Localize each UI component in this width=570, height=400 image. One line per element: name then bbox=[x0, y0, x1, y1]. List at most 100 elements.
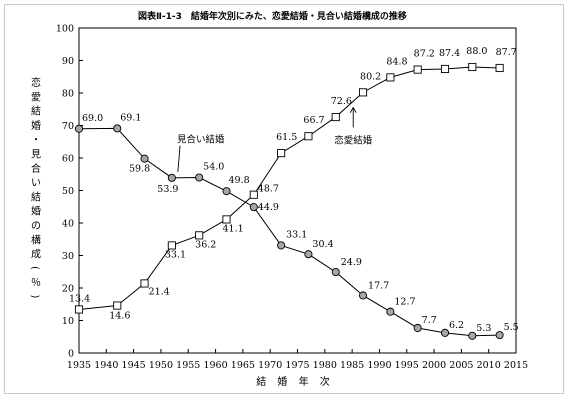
data-label: 88.0 bbox=[466, 46, 487, 57]
data-point-circle bbox=[74, 124, 84, 133]
y-axis-label-char: ・ bbox=[31, 135, 41, 146]
x-tick-label: 1975 bbox=[285, 360, 309, 371]
y-tick-label: 50 bbox=[62, 186, 74, 197]
data-point-circle bbox=[304, 250, 313, 259]
data-point-square bbox=[167, 241, 176, 250]
x-axis: 1935 1940 1945 1950 1955 1960 1965 1970 1975 1980… bbox=[67, 349, 528, 371]
y-tick-label: 30 bbox=[62, 251, 74, 262]
y-axis: 0 10 20 30 40 50 60 70 80 90 100 bbox=[56, 24, 83, 360]
data-point-circle bbox=[167, 173, 176, 182]
y-axis-label-char: 合 bbox=[31, 162, 41, 175]
data-point-square bbox=[304, 132, 313, 141]
data-point-circle bbox=[358, 291, 368, 300]
y-axis-label-char: い bbox=[31, 178, 41, 189]
data-point-square bbox=[468, 62, 477, 72]
series-line bbox=[78, 127, 500, 337]
data-point-square bbox=[222, 215, 231, 224]
x-tick-label: 1965 bbox=[231, 360, 255, 371]
data-label: 66.7 bbox=[303, 115, 324, 126]
series-omiai: 69.0 69.1 59.8 53.9 54.0 49.8 44.9 33.1 30.4 24.9… bbox=[74, 112, 519, 340]
data-label: 7.7 bbox=[422, 315, 437, 326]
data-label: 59.8 bbox=[129, 164, 150, 175]
data-label: 5.3 bbox=[476, 323, 491, 334]
data-label: 84.8 bbox=[386, 56, 407, 67]
data-label: 17.7 bbox=[368, 280, 389, 291]
data-label: 87.4 bbox=[439, 48, 460, 59]
y-axis-label-char: ％ bbox=[31, 278, 41, 289]
x-tick-label: 2000 bbox=[422, 360, 446, 371]
data-point-circle bbox=[331, 268, 340, 277]
data-label: 54.0 bbox=[203, 162, 224, 173]
data-label: 80.2 bbox=[360, 71, 381, 82]
data-label: 72.6 bbox=[331, 96, 352, 107]
y-tick-label: 60 bbox=[62, 154, 74, 165]
data-point-square bbox=[74, 305, 84, 314]
x-tick-label: 2010 bbox=[477, 360, 501, 371]
x-tick-label: 1985 bbox=[340, 360, 364, 371]
x-tick-label: 1955 bbox=[176, 360, 200, 371]
data-point-square bbox=[140, 279, 149, 288]
y-tick-label: 20 bbox=[62, 284, 74, 295]
data-label: 87.7 bbox=[496, 47, 517, 58]
y-axis-label-char: 成 bbox=[31, 249, 41, 261]
data-point-square bbox=[440, 64, 450, 73]
data-label: 49.8 bbox=[228, 175, 249, 186]
x-axis-label: 結 婚 年 次 bbox=[256, 375, 334, 388]
x-tick-label: 1945 bbox=[122, 360, 146, 371]
data-point-square bbox=[113, 301, 122, 310]
data-label: 44.9 bbox=[258, 202, 279, 213]
data-label: 6.2 bbox=[449, 320, 464, 331]
series-line bbox=[78, 66, 500, 310]
data-point-circle bbox=[413, 323, 422, 333]
annotation-arrow-head bbox=[349, 106, 357, 113]
data-point-circle bbox=[468, 331, 477, 340]
y-axis-label-char: 婚 bbox=[31, 119, 41, 132]
data-point-circle bbox=[277, 241, 286, 250]
x-tick-label: 1990 bbox=[367, 360, 391, 371]
data-point-square bbox=[249, 190, 258, 199]
y-axis-label-char: 愛 bbox=[31, 90, 41, 103]
plot-area bbox=[78, 27, 517, 354]
y-tick-label: 10 bbox=[62, 316, 74, 327]
y-tick-label: 70 bbox=[62, 121, 74, 132]
data-point-circle bbox=[195, 173, 204, 182]
data-label: 69.0 bbox=[82, 113, 103, 124]
x-tick-label: 1940 bbox=[94, 360, 118, 371]
x-tick-label: 2005 bbox=[449, 360, 473, 371]
data-label: 30.4 bbox=[312, 239, 333, 250]
y-tick-label: 100 bbox=[56, 24, 74, 35]
y-tick-label: 90 bbox=[62, 56, 74, 67]
data-point-square bbox=[386, 73, 395, 82]
x-tick-label: 1970 bbox=[258, 360, 282, 371]
y-axis-label-char: 見 bbox=[31, 149, 41, 161]
x-tick-label: 1935 bbox=[67, 360, 91, 371]
data-point-square bbox=[359, 88, 368, 97]
y-axis-label-char: 結 bbox=[31, 190, 41, 203]
data-label: 12.7 bbox=[394, 297, 415, 308]
data-label: 14.6 bbox=[109, 311, 130, 322]
y-tick-label: 40 bbox=[62, 219, 74, 230]
series-renai: 13.4 14.6 21.4 33.1 36.2 41.1 48.7 61.5 66.7 72.6… bbox=[69, 46, 517, 322]
data-point-circle bbox=[440, 328, 450, 337]
x-tick-label: 1950 bbox=[149, 360, 173, 371]
data-point-circle bbox=[222, 187, 231, 196]
y-axis-label-char: 恋 bbox=[31, 76, 41, 89]
data-point-square bbox=[195, 231, 204, 240]
data-label: 21.4 bbox=[149, 286, 170, 297]
data-point-circle bbox=[495, 331, 504, 340]
y-axis-label-char: 結 bbox=[31, 105, 41, 118]
annotation-layer: 見合い結婚 恋愛結婚 bbox=[177, 106, 373, 172]
data-point-square bbox=[331, 112, 340, 122]
annotation-omiai: 見合い結婚 bbox=[177, 134, 225, 146]
y-axis-label-char: 婚 bbox=[31, 205, 41, 218]
y-tick-label: 0 bbox=[68, 349, 74, 360]
data-label: 48.7 bbox=[258, 184, 279, 195]
y-axis-label-char: ) bbox=[29, 295, 40, 299]
annotation-renai: 恋愛結婚 bbox=[334, 134, 373, 146]
data-label: 61.5 bbox=[276, 132, 297, 143]
data-point-circle bbox=[386, 307, 395, 316]
data-label: 33.1 bbox=[165, 249, 186, 260]
x-tick-label: 1960 bbox=[203, 360, 227, 371]
